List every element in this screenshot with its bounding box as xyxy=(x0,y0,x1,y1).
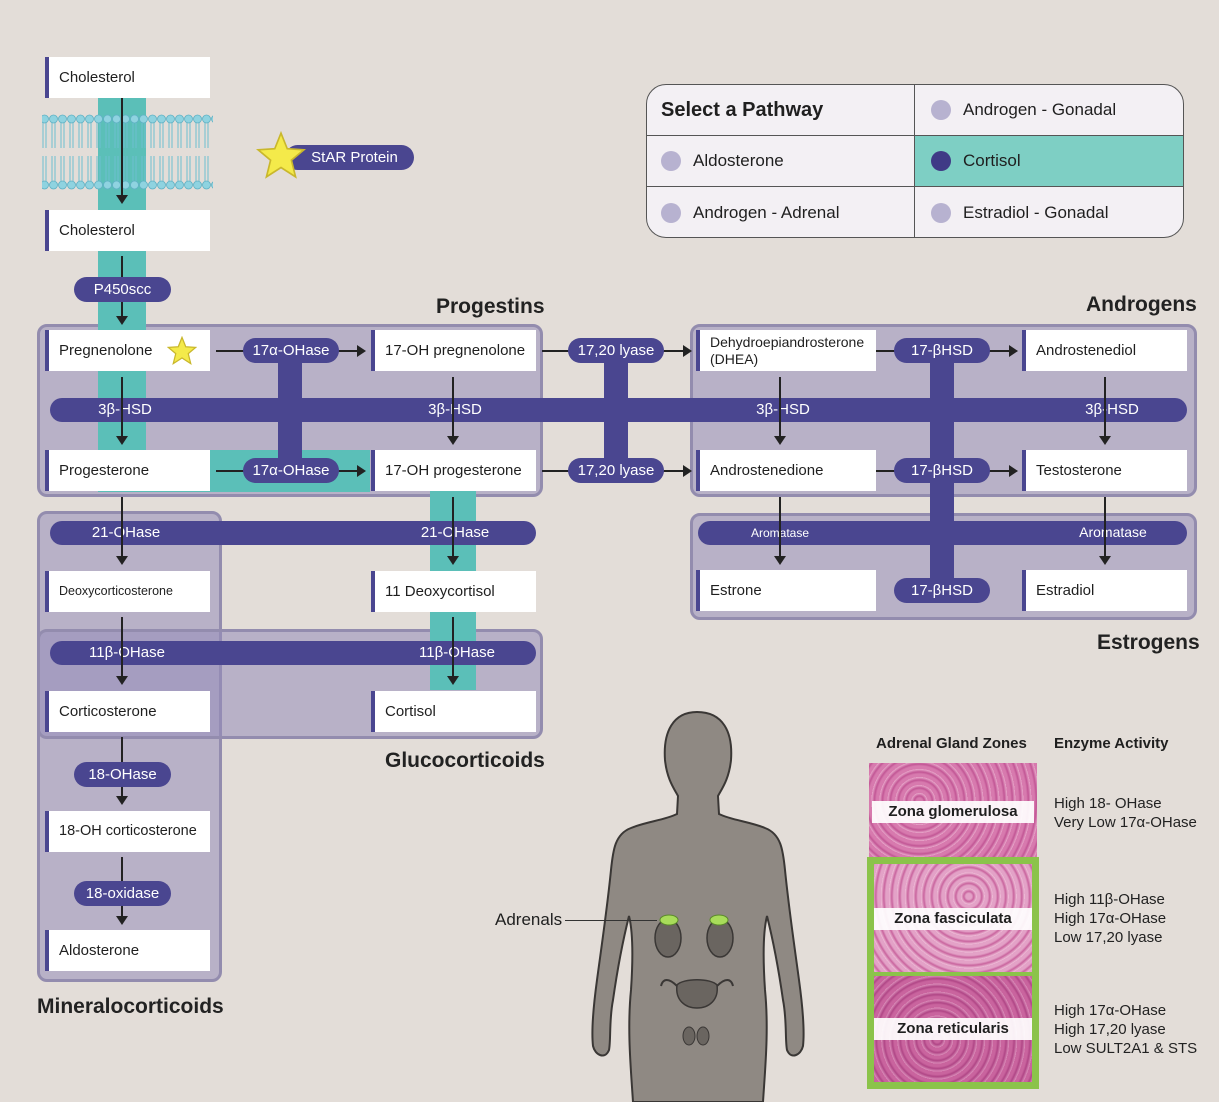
radio-dot-icon xyxy=(931,203,951,223)
radio-dot-icon xyxy=(931,100,951,120)
star-icon xyxy=(256,131,306,179)
enzyme-1720-lyase-2: 17,20 lyase xyxy=(568,458,664,483)
molecule-progesterone: Progesterone xyxy=(45,450,210,491)
enzyme-17b-hsd-2: 17-βHSD xyxy=(894,458,990,483)
enzyme-18-oxidase: 18-oxidase xyxy=(74,881,171,906)
arrow xyxy=(774,377,786,445)
molecule-17oh-pregnenolone: 17-OH pregnenolone xyxy=(371,330,536,371)
enzyme-1720-lyase-1: 17,20 lyase xyxy=(568,338,664,363)
enzyme-label-21-ohase-2: 21-OHase xyxy=(420,524,490,541)
zona-glomerulosa-label: Zona glomerulosa xyxy=(872,801,1034,823)
enzyme-label-3b-hsd-2: 3β-HSD xyxy=(428,401,482,418)
zona-reticularis-label: Zona reticularis xyxy=(874,1018,1032,1040)
molecule-cortisol: Cortisol xyxy=(371,691,536,732)
zona-fasciculata-image: Zona fasciculata Zona reticularis xyxy=(867,857,1039,1089)
radio-dot-icon xyxy=(661,151,681,171)
arrow xyxy=(447,497,459,565)
molecule-estrone: Estrone xyxy=(696,570,876,611)
fasciculata-activity: High 11β-OHase High 17α-OHase Low 17,20 … xyxy=(1054,891,1167,946)
molecule-aldosterone: Aldosterone xyxy=(45,930,210,971)
group-title-estrogens: Estrogens xyxy=(1097,631,1200,654)
pathway-selector-title: Select a Pathway xyxy=(647,85,915,136)
pathway-option-cortisol[interactable]: Cortisol xyxy=(915,136,1183,187)
pathway-option-estradiol-gonadal[interactable]: Estradiol - Gonadal xyxy=(915,187,1183,237)
molecule-estradiol: Estradiol xyxy=(1022,570,1187,611)
zona-glomerulosa-image: Zona glomerulosa xyxy=(869,763,1037,858)
enzyme-17b-hsd-1: 17-βHSD xyxy=(894,338,990,363)
enzyme-label-3b-hsd-1: 3β-HSD xyxy=(98,401,152,418)
enzyme-bar-3b-hsd xyxy=(50,398,1187,422)
radio-dot-selected-icon xyxy=(931,151,951,171)
arrow xyxy=(116,497,128,565)
arrow xyxy=(116,617,128,685)
arrow xyxy=(116,98,128,204)
pathway-option-androgen-adrenal[interactable]: Androgen - Adrenal xyxy=(647,187,915,237)
cell-membrane-icon xyxy=(42,114,213,190)
enzyme-label-11b-ohase-1: 11β-OHase xyxy=(89,644,165,661)
enzyme-label-aromatase-2: Aromatase xyxy=(1079,524,1147,540)
enzyme-17a-ohase-1: 17α-OHase xyxy=(243,338,339,363)
zona-fasciculata-label: Zona fasciculata xyxy=(874,908,1032,930)
arrow xyxy=(1099,497,1111,565)
activity-header: Enzyme Activity xyxy=(1054,735,1169,752)
arrow xyxy=(774,497,786,565)
adrenals-pointer-line xyxy=(565,920,657,921)
enzyme-bar-21-ohase xyxy=(50,521,536,545)
molecule-dhea: Dehydroepiandrosterone (DHEA) xyxy=(696,330,876,371)
arrow xyxy=(447,617,459,685)
pathway-option-androgen-gonadal[interactable]: Androgen - Gonadal xyxy=(915,85,1183,136)
zona-reticularis-tissue: Zona reticularis xyxy=(874,976,1032,1082)
molecule-pregnenolone: Pregnenolone xyxy=(45,330,210,371)
molecule-androstenedione: Androstenedione xyxy=(696,450,876,491)
zona-fasciculata-tissue: Zona fasciculata xyxy=(874,864,1032,972)
enzyme-18-ohase: 18-OHase xyxy=(74,762,171,787)
arrow xyxy=(447,377,459,445)
enzyme-label-3b-hsd-3: 3β-HSD xyxy=(756,401,810,418)
molecule-corticosterone: Corticosterone xyxy=(45,691,210,732)
molecule-17oh-progesterone: 17-OH progesterone xyxy=(371,450,536,491)
enzyme-p450scc: P450scc xyxy=(74,277,171,302)
arrow xyxy=(1099,377,1111,445)
glomerulosa-activity: High 18- OHase Very Low 17α-OHase xyxy=(1054,795,1197,831)
molecule-cholesterol-outer: Cholesterol xyxy=(45,57,210,98)
molecule-cholesterol-inner: Cholesterol xyxy=(45,210,210,251)
enzyme-17a-ohase-2: 17α-OHase xyxy=(243,458,339,483)
molecule-androstenediol: Androstenediol xyxy=(1022,330,1187,371)
enzyme-label-21-ohase-1: 21-OHase xyxy=(91,524,161,541)
reticularis-activity: High 17α-OHase High 17,20 lyase Low SULT… xyxy=(1054,1002,1198,1057)
group-title-androgens: Androgens xyxy=(1086,293,1197,316)
enzyme-label-3b-hsd-4: 3β-HSD xyxy=(1085,401,1139,418)
pathway-option-aldosterone[interactable]: Aldosterone xyxy=(647,136,915,187)
star-protein-label: StAR Protein xyxy=(285,145,414,170)
enzyme-17b-hsd-3: 17-βHSD xyxy=(894,578,990,603)
group-title-mineralocorticoids: Mineralocorticoids xyxy=(37,995,224,1018)
star-icon xyxy=(167,336,197,365)
molecule-11-deoxycortisol: 11 Deoxycortisol xyxy=(371,571,536,612)
radio-dot-icon xyxy=(661,203,681,223)
group-title-glucocorticoids: Glucocorticoids xyxy=(385,749,545,772)
arrow xyxy=(116,377,128,445)
enzyme-bar-11b-ohase xyxy=(50,641,536,665)
molecule-18oh-corticosterone: 18-OH corticosterone xyxy=(45,811,210,852)
enzyme-label-11b-ohase-2: 11β-OHase xyxy=(419,644,495,661)
zones-header: Adrenal Gland Zones xyxy=(876,735,1027,752)
pathway-selector: Select a Pathway Androgen - Gonadal Aldo… xyxy=(646,84,1184,238)
molecule-deoxycorticosterone: Deoxycorticosterone xyxy=(45,571,210,612)
human-body-icon xyxy=(591,710,805,1102)
molecule-testosterone: Testosterone xyxy=(1022,450,1187,491)
group-title-progestins: Progestins xyxy=(436,295,545,318)
adrenals-label: Adrenals xyxy=(495,910,563,929)
